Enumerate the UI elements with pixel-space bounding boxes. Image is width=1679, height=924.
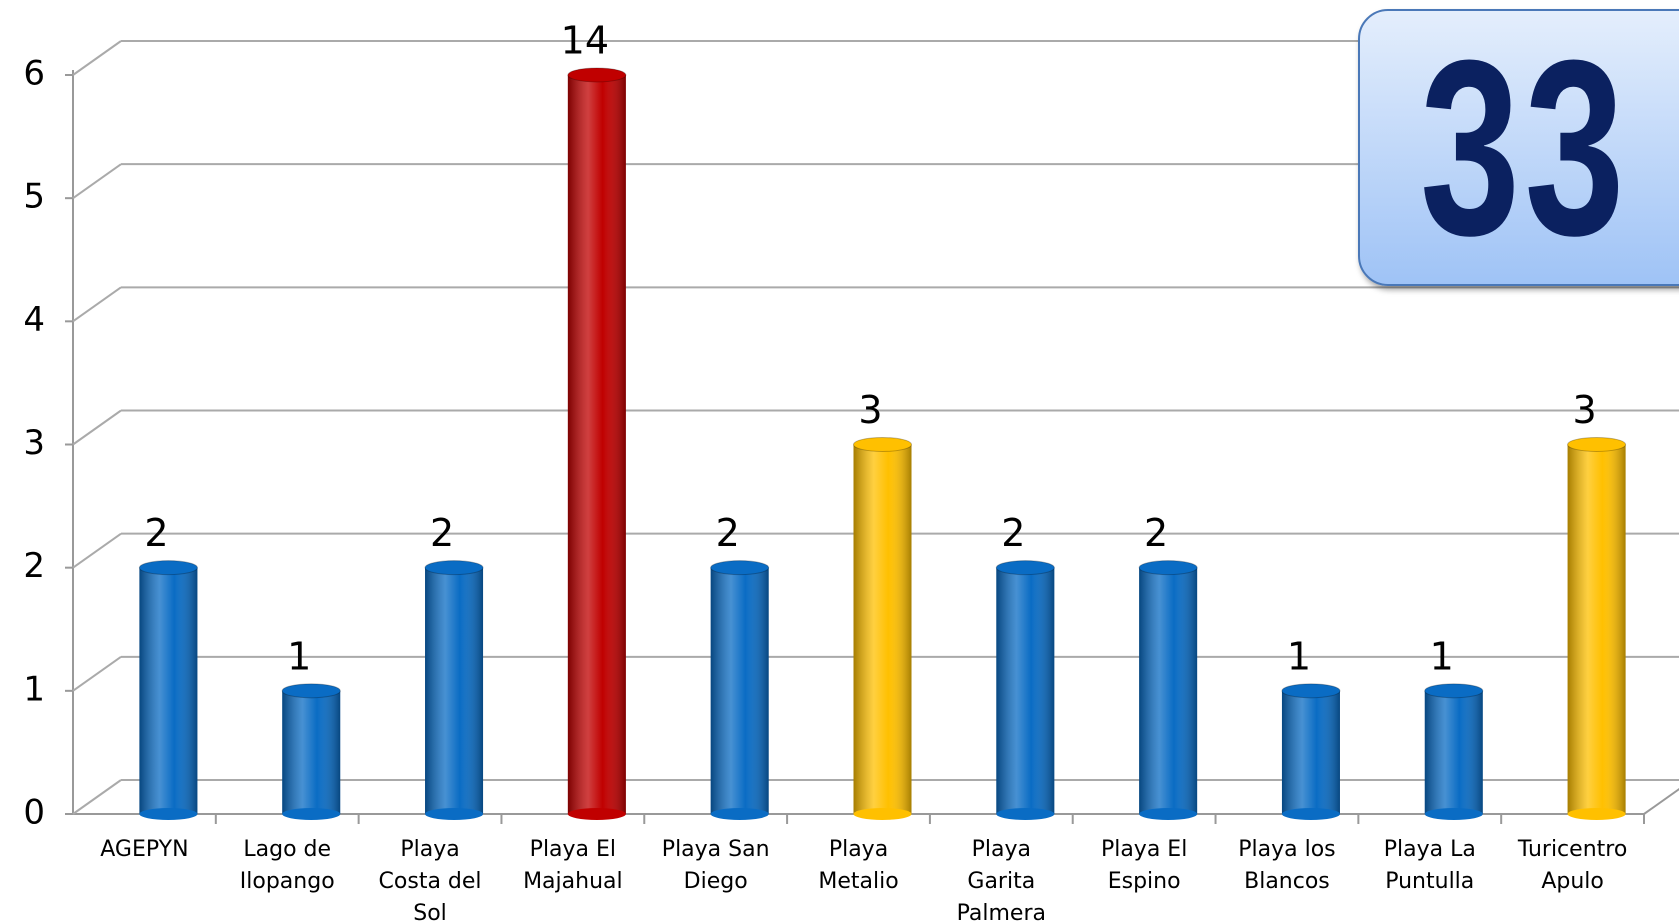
bar [1138, 560, 1198, 820]
grid-line [72, 163, 122, 199]
bar-shade [1424, 690, 1483, 814]
bar-shade [996, 567, 1055, 814]
bar-shade [282, 690, 341, 814]
bar-bottom [853, 808, 912, 820]
bar-top [710, 560, 770, 576]
bar-top [853, 437, 912, 452]
bar-top [138, 560, 198, 576]
bar [710, 560, 770, 820]
bar-bottom [1424, 808, 1483, 820]
grid-line [72, 779, 122, 815]
bar-bottom [425, 808, 484, 820]
value-label: 1 [1287, 634, 1311, 678]
bar-bottom [710, 808, 769, 820]
x-tick-label: Playa La Puntulla [1383, 837, 1476, 894]
y-tick-label: 2 [23, 546, 45, 586]
bar-shade [139, 567, 198, 814]
bar-shade [1139, 567, 1198, 814]
bar [1281, 683, 1341, 820]
x-tick-label: Playa Metalio [818, 837, 899, 894]
bar-shade [425, 567, 484, 814]
bar [853, 437, 912, 820]
bar-bottom [139, 808, 198, 820]
x-tick-label: Playa Costa del Sol [378, 837, 482, 924]
value-label: 3 [1572, 388, 1596, 432]
value-label: 2 [716, 511, 740, 555]
bar-shade [1567, 444, 1626, 814]
y-tick-label: 5 [23, 177, 45, 217]
bar-bottom [282, 808, 341, 820]
x-tick-label: Playa San Diego [661, 837, 770, 894]
bar-top [567, 67, 627, 83]
value-label: 2 [430, 511, 454, 555]
x-tick-label: Lago de Ilopango [239, 837, 335, 894]
bar-top [1138, 560, 1198, 576]
grid-line [72, 40, 122, 76]
value-label: 1 [287, 634, 311, 678]
bar-bottom [567, 808, 626, 820]
x-tick-label: Playa El Espino [1100, 837, 1188, 894]
value-label: 3 [858, 388, 882, 432]
floor-edge [1643, 787, 1679, 815]
bar-top [1281, 683, 1341, 699]
bar-bottom [1567, 808, 1626, 820]
value-label: 2 [1001, 511, 1025, 555]
bar [567, 67, 627, 820]
bar-shade [853, 444, 912, 814]
y-tick-label: 6 [23, 54, 45, 94]
x-tick-label: Playa Garita Palmera [956, 837, 1046, 924]
bar-shade [567, 75, 626, 814]
y-tick-label: 3 [23, 423, 45, 463]
total-value: 33 [1420, 8, 1629, 287]
x-tick-label: Playa El Majahual [523, 837, 623, 894]
bar [281, 683, 341, 820]
bar [995, 560, 1055, 820]
value-label: 2 [1144, 511, 1168, 555]
bar-shade [1281, 690, 1340, 814]
bar-top [281, 683, 341, 699]
bar-top [995, 560, 1055, 576]
bar-top [424, 560, 484, 576]
bar-shade [710, 567, 769, 814]
value-label: 14 [561, 19, 609, 63]
y-tick-label: 1 [23, 669, 45, 709]
bar [1424, 683, 1484, 820]
bar-bottom [1139, 808, 1198, 820]
grid-line [72, 286, 122, 323]
grid-line [72, 656, 122, 692]
y-tick-label: 4 [23, 300, 45, 340]
bar-bottom [996, 808, 1055, 820]
grid-line [72, 532, 122, 569]
total-box: 33 [1358, 9, 1679, 286]
value-label: 2 [144, 511, 168, 555]
x-tick-label: Playa los Blancos [1238, 837, 1336, 894]
bar-top [1424, 683, 1484, 699]
bar [138, 560, 198, 820]
bar [1567, 437, 1627, 820]
bar-top [1567, 437, 1627, 452]
bar [424, 560, 484, 820]
bar-bottom [1281, 808, 1340, 820]
value-label: 1 [1430, 634, 1454, 678]
y-tick-label: 0 [23, 793, 45, 833]
x-tick-label: Turicentro Apulo [1517, 837, 1628, 894]
grid-line [72, 409, 122, 446]
x-tick-label: AGEPYN [100, 837, 189, 862]
